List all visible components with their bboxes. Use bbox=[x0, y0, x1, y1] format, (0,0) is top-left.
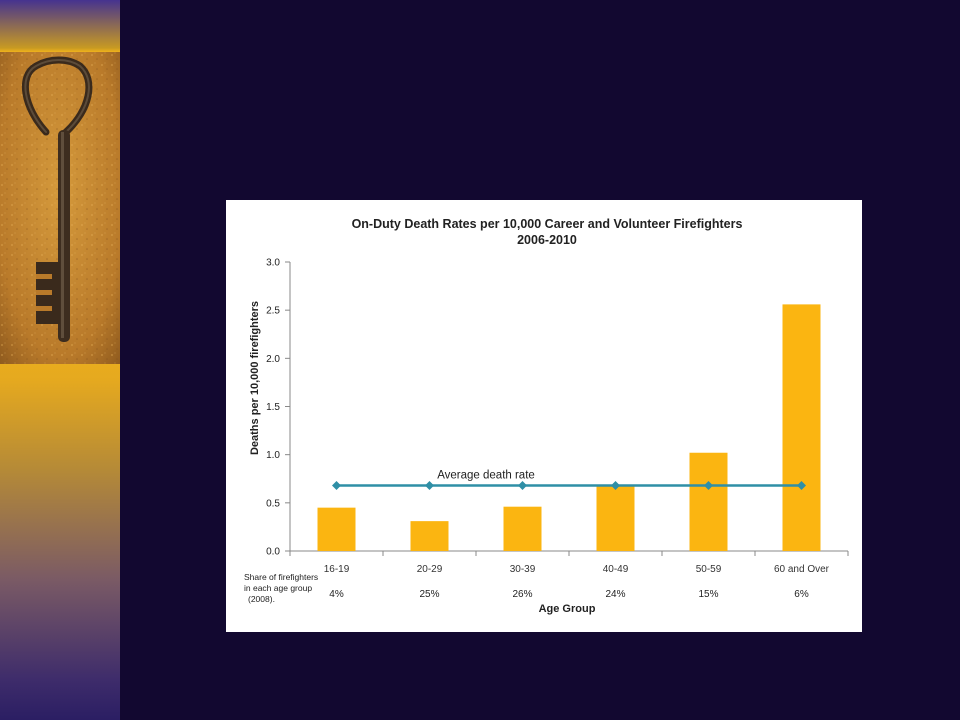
chart-panel: On-Duty Death Rates per 10,000 Career an… bbox=[226, 200, 862, 632]
share-note-line-1: Share of firefighters bbox=[244, 572, 318, 582]
average-line-marker bbox=[797, 480, 806, 490]
y-tick-label: 2.0 bbox=[266, 354, 280, 365]
share-value: 6% bbox=[794, 589, 809, 600]
y-axis: 0.0 0.5 1.0 1.5 2.0 2.5 3.0 bbox=[266, 258, 291, 558]
key-photo bbox=[0, 52, 120, 364]
average-line bbox=[332, 480, 806, 490]
bar-5 bbox=[689, 452, 728, 551]
y-tick-label: 1.5 bbox=[266, 402, 280, 413]
x-category-label: 60 and Over bbox=[774, 564, 830, 575]
bar-chart: On-Duty Death Rates per 10,000 Career an… bbox=[244, 217, 849, 615]
share-values: 4% 25% 26% 24% 15% 6% bbox=[329, 589, 809, 600]
chart-subtitle: 2006-2010 bbox=[517, 233, 577, 247]
average-line-marker bbox=[704, 480, 713, 490]
share-note-line-2: in each age group bbox=[244, 583, 312, 593]
bar-2 bbox=[410, 521, 449, 551]
y-tick-label: 2.5 bbox=[266, 306, 280, 317]
x-category-label: 40-49 bbox=[603, 564, 629, 575]
share-value: 26% bbox=[512, 589, 532, 600]
bar-4 bbox=[596, 484, 635, 551]
bars bbox=[317, 304, 821, 551]
share-value: 15% bbox=[698, 589, 718, 600]
x-category-label: 16-19 bbox=[324, 564, 350, 575]
bar-6 bbox=[782, 304, 821, 551]
share-value: 4% bbox=[329, 589, 344, 600]
bar-1 bbox=[317, 507, 356, 551]
bar-3 bbox=[503, 506, 542, 551]
x-category-label: 50-59 bbox=[696, 564, 722, 575]
share-note-line-3: (2008). bbox=[248, 594, 275, 604]
average-line-marker bbox=[518, 480, 527, 490]
average-line-label: Average death rate bbox=[437, 469, 535, 481]
x-axis-label: Age Group bbox=[539, 603, 596, 615]
chart-title: On-Duty Death Rates per 10,000 Career an… bbox=[352, 217, 743, 231]
y-tick-label: 0.0 bbox=[266, 547, 280, 558]
y-tick-label: 1.0 bbox=[266, 450, 280, 461]
average-line-marker bbox=[611, 480, 620, 490]
sidebar-strip bbox=[0, 0, 120, 720]
share-value: 24% bbox=[605, 589, 625, 600]
x-axis-categories: 16-19 20-29 30-39 40-49 50-59 60 and Over bbox=[289, 551, 849, 575]
average-line-marker bbox=[332, 480, 341, 490]
y-tick-label: 0.5 bbox=[266, 498, 280, 509]
y-axis-label: Deaths per 10,000 firefighters bbox=[249, 301, 261, 455]
share-value: 25% bbox=[419, 589, 439, 600]
x-category-label: 30-39 bbox=[510, 564, 536, 575]
x-category-label: 20-29 bbox=[417, 564, 443, 575]
average-line-marker bbox=[425, 480, 434, 490]
y-tick-label: 3.0 bbox=[266, 258, 280, 269]
